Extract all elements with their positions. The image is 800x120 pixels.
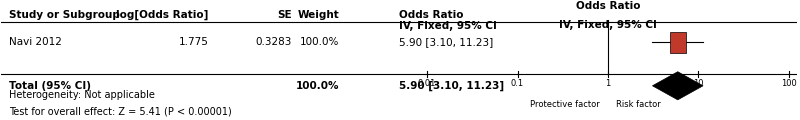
Text: 100.0%: 100.0% xyxy=(296,81,339,91)
Text: IV, Fixed, 95% CI: IV, Fixed, 95% CI xyxy=(559,20,657,30)
Text: 10: 10 xyxy=(694,79,704,88)
Text: 0.1: 0.1 xyxy=(511,79,524,88)
Text: Odds Ratio
IV, Fixed, 95% CI: Odds Ratio IV, Fixed, 95% CI xyxy=(399,10,497,31)
Text: 100.0%: 100.0% xyxy=(300,37,339,47)
Text: 5.90 [3.10, 11.23]: 5.90 [3.10, 11.23] xyxy=(399,81,504,91)
Text: Test for overall effect: Z = 5.41 (P < 0.00001): Test for overall effect: Z = 5.41 (P < 0… xyxy=(10,107,232,117)
Text: 5.90 [3.10, 11.23]: 5.90 [3.10, 11.23] xyxy=(399,37,494,47)
Text: 0.3283: 0.3283 xyxy=(255,37,292,47)
Text: Navi 2012: Navi 2012 xyxy=(10,37,62,47)
Text: Protective factor: Protective factor xyxy=(530,100,600,109)
Text: Study or Subgroup: Study or Subgroup xyxy=(10,10,120,20)
Text: Odds Ratio: Odds Ratio xyxy=(576,1,640,11)
Text: Weight: Weight xyxy=(298,10,339,20)
Text: 1.775: 1.775 xyxy=(178,37,208,47)
Text: Heterogeneity: Not applicable: Heterogeneity: Not applicable xyxy=(10,90,155,100)
Text: Risk factor: Risk factor xyxy=(616,100,661,109)
Text: Total (95% CI): Total (95% CI) xyxy=(10,81,91,91)
Polygon shape xyxy=(653,72,703,100)
Text: 1: 1 xyxy=(606,79,610,88)
Text: log[Odds Ratio]: log[Odds Ratio] xyxy=(116,10,208,20)
Bar xyxy=(670,32,686,53)
Text: 100: 100 xyxy=(781,79,797,88)
Text: SE: SE xyxy=(277,10,292,20)
Text: 0.01: 0.01 xyxy=(418,79,436,88)
